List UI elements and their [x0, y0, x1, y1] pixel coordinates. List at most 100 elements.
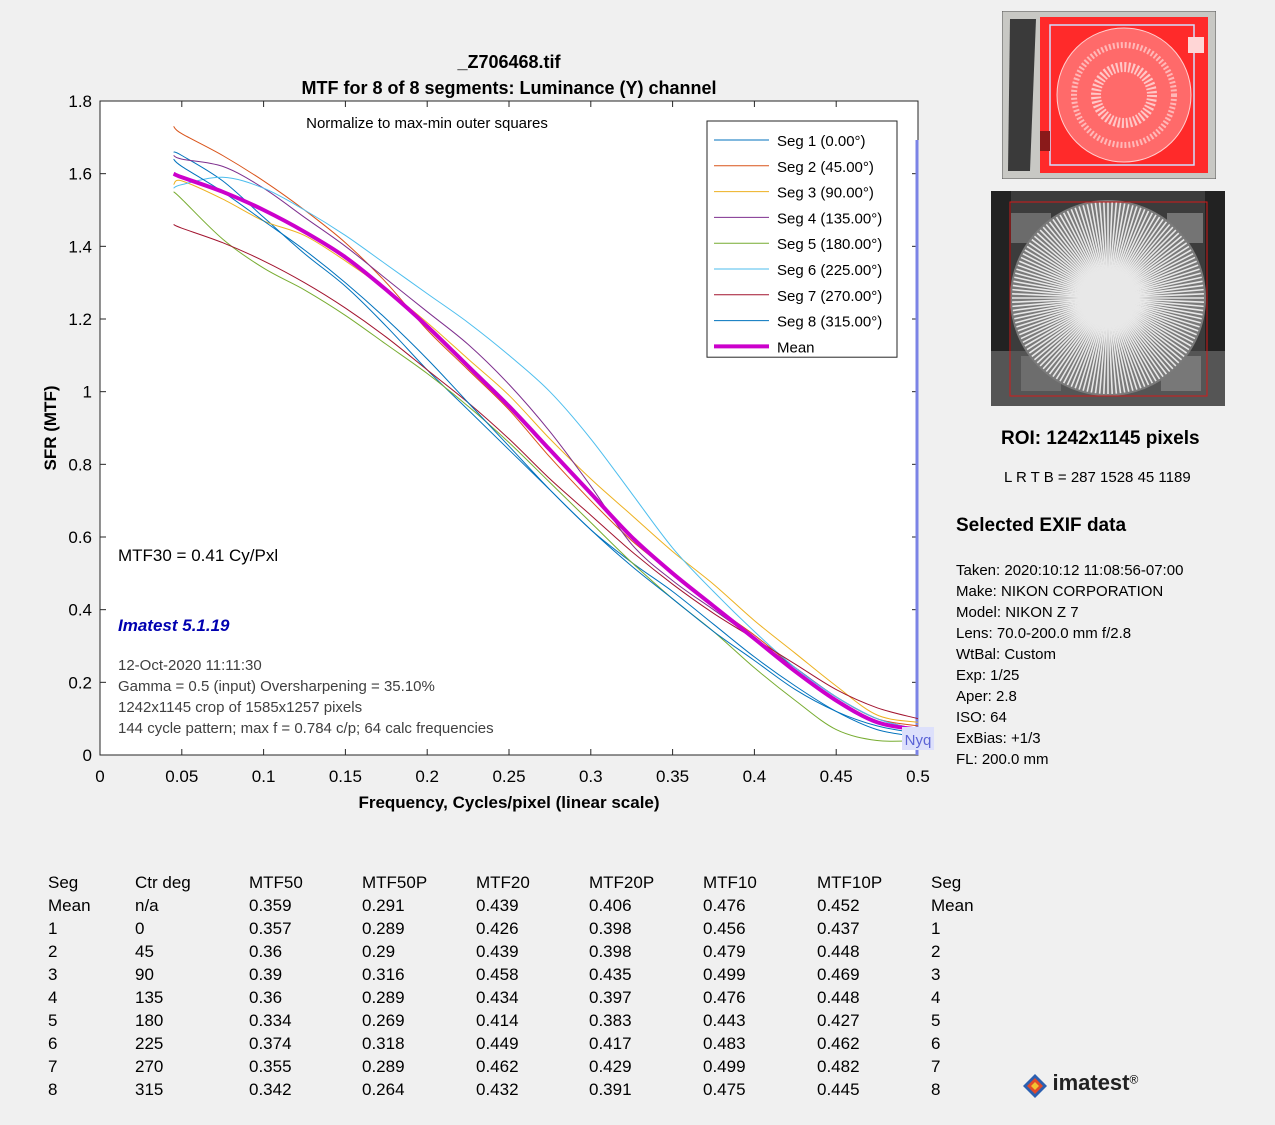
table-cell: 0.414	[476, 1010, 519, 1030]
roi-title: ROI: 1242x1145 pixels	[1001, 428, 1200, 449]
table-cell: 0.357	[249, 918, 292, 938]
table-row: 6 225 0.374 0.318 0.449 0.417 0.483 0.462 6	[40, 1032, 991, 1055]
x-tick-label: 0.45	[820, 767, 853, 786]
table-cell: 180	[135, 1010, 164, 1030]
crop-text: 1242x1145 crop of 1585x1257 pixels	[118, 699, 362, 716]
table-cell: 0.426	[476, 918, 519, 938]
table-cell: 6	[48, 1033, 58, 1053]
table-cell: 2	[931, 941, 941, 961]
y-axis-label: SFR (MTF)	[41, 386, 60, 471]
table-row: 4 135 0.36 0.289 0.434 0.397 0.476 0.448 4	[40, 986, 991, 1009]
table-cell: 135	[135, 987, 164, 1007]
table-row: 8 315 0.342 0.264 0.432 0.391 0.475 0.445 8	[40, 1078, 991, 1101]
table-cell: 0.452	[817, 895, 860, 915]
legend-box	[706, 120, 898, 358]
exif-line: ExBias: +1/3	[956, 730, 1041, 747]
table-cell: 0.269	[362, 1010, 405, 1030]
exif-line: ISO: 64	[956, 709, 1007, 726]
exif-line: Lens: 70.0-200.0 mm f/2.8	[956, 625, 1132, 642]
legend-label: Mean	[777, 339, 815, 356]
table-cell: 0.316	[362, 964, 405, 984]
table-cell: 7	[931, 1056, 941, 1076]
results-header-cell: Seg	[931, 872, 962, 892]
table-cell: 3	[48, 964, 58, 984]
table-cell: n/a	[135, 895, 159, 915]
x-tick-label: 0	[95, 767, 104, 786]
table-cell: 0.359	[249, 895, 292, 915]
table-cell: 0.383	[589, 1010, 632, 1030]
results-header-cell: Seg	[48, 872, 79, 892]
table-cell: 0.36	[249, 941, 283, 961]
legend-label: Seg 6 (225.00°)	[777, 262, 882, 279]
table-cell: 0.462	[817, 1033, 860, 1053]
table-cell: 0.475	[703, 1079, 746, 1099]
results-header-cell: MTF20	[476, 872, 530, 892]
table-cell: 0.469	[817, 964, 860, 984]
table-cell: 5	[931, 1010, 941, 1030]
table-cell: 0.406	[589, 895, 632, 915]
results-header-cell: Ctr deg	[135, 872, 191, 892]
table-cell: 0.417	[589, 1033, 632, 1053]
table-cell: 0.434	[476, 987, 519, 1007]
series-line-seg-3	[173, 179, 919, 723]
exif-line: Exp: 1/25	[956, 667, 1020, 684]
y-tick-label: 1.2	[68, 310, 92, 329]
table-cell: 0.432	[476, 1079, 519, 1099]
table-cell: 0.499	[703, 964, 746, 984]
table-cell: 4	[48, 987, 58, 1007]
results-header-cell: MTF50P	[362, 872, 428, 892]
table-cell: 0.342	[249, 1079, 292, 1099]
table-cell: 0.448	[817, 987, 860, 1007]
table-cell: 1	[48, 918, 58, 938]
table-cell: 1	[931, 918, 941, 938]
table-cell: 0.29	[362, 941, 396, 961]
table-cell: 0.39	[249, 964, 283, 984]
nyquist-label: Nyq	[905, 732, 932, 749]
legend-label: Seg 2 (45.00°)	[777, 159, 874, 176]
y-tick-label: 1	[83, 383, 92, 402]
series-line-seg-8	[173, 158, 919, 734]
x-tick-label: 0.4	[743, 767, 767, 786]
table-cell: 0.456	[703, 918, 746, 938]
datetime-text: 12-Oct-2020 11:11:30	[118, 657, 262, 674]
normalize-annotation: Normalize to max-min outer squares	[306, 115, 548, 132]
results-header-cell: MTF10P	[817, 872, 883, 892]
siemens-star-thumbnail	[991, 191, 1225, 406]
table-cell: 0.435	[589, 964, 632, 984]
table-cell: 0.449	[476, 1033, 519, 1053]
table-cell: 0.439	[476, 941, 519, 961]
x-tick-label: 0.15	[329, 767, 362, 786]
mtf30-text: MTF30 = 0.41 Cy/Pxl	[118, 546, 278, 565]
series-line-seg-1	[173, 151, 919, 738]
table-cell: 0.462	[476, 1056, 519, 1076]
exif-line: FL: 200.0 mm	[956, 751, 1049, 768]
table-cell: 0.427	[817, 1010, 860, 1030]
table-cell: 0.448	[817, 941, 860, 961]
table-cell: 0.355	[249, 1056, 292, 1076]
table-row: 3 90 0.39 0.316 0.458 0.435 0.499 0.469 3	[40, 963, 991, 986]
table-cell: 0.36	[249, 987, 283, 1007]
x-axis-ticks: 0 0.05 0.1 0.15 0.2 0.25 0.3 0.35 0.4 0.45 0.5	[95, 101, 930, 786]
results-header-cell: MTF50	[249, 872, 303, 892]
series-line-seg-7	[173, 224, 919, 720]
y-tick-label: 1.6	[68, 165, 92, 184]
x-tick-label: 0.3	[579, 767, 603, 786]
results-header-cell: MTF20P	[589, 872, 655, 892]
table-cell: 45	[135, 941, 154, 961]
table-cell: Mean	[931, 895, 974, 915]
x-tick-label: 0.5	[906, 767, 930, 786]
table-row: 2 45 0.36 0.29 0.439 0.398 0.479 0.448 2	[40, 940, 991, 963]
legend-label: Seg 5 (180.00°)	[777, 236, 882, 253]
series-lines	[172, 126, 919, 742]
table-cell: 0.374	[249, 1033, 292, 1053]
exif-line: Model: NIKON Z 7	[956, 604, 1079, 621]
table-cell: 315	[135, 1079, 164, 1099]
table-cell: 0.458	[476, 964, 519, 984]
imatest-logo-icon	[1023, 1073, 1047, 1098]
results-header-row: Seg Ctr deg MTF50 MTF50P MTF20 MTF20P MTF10 MTF…	[40, 871, 991, 894]
table-cell: 0.289	[362, 918, 405, 938]
logo-mark: ®	[1129, 1072, 1139, 1087]
table-cell: 90	[135, 964, 154, 984]
y-tick-label: 0.8	[68, 455, 92, 474]
series-line-mean	[172, 171, 919, 732]
